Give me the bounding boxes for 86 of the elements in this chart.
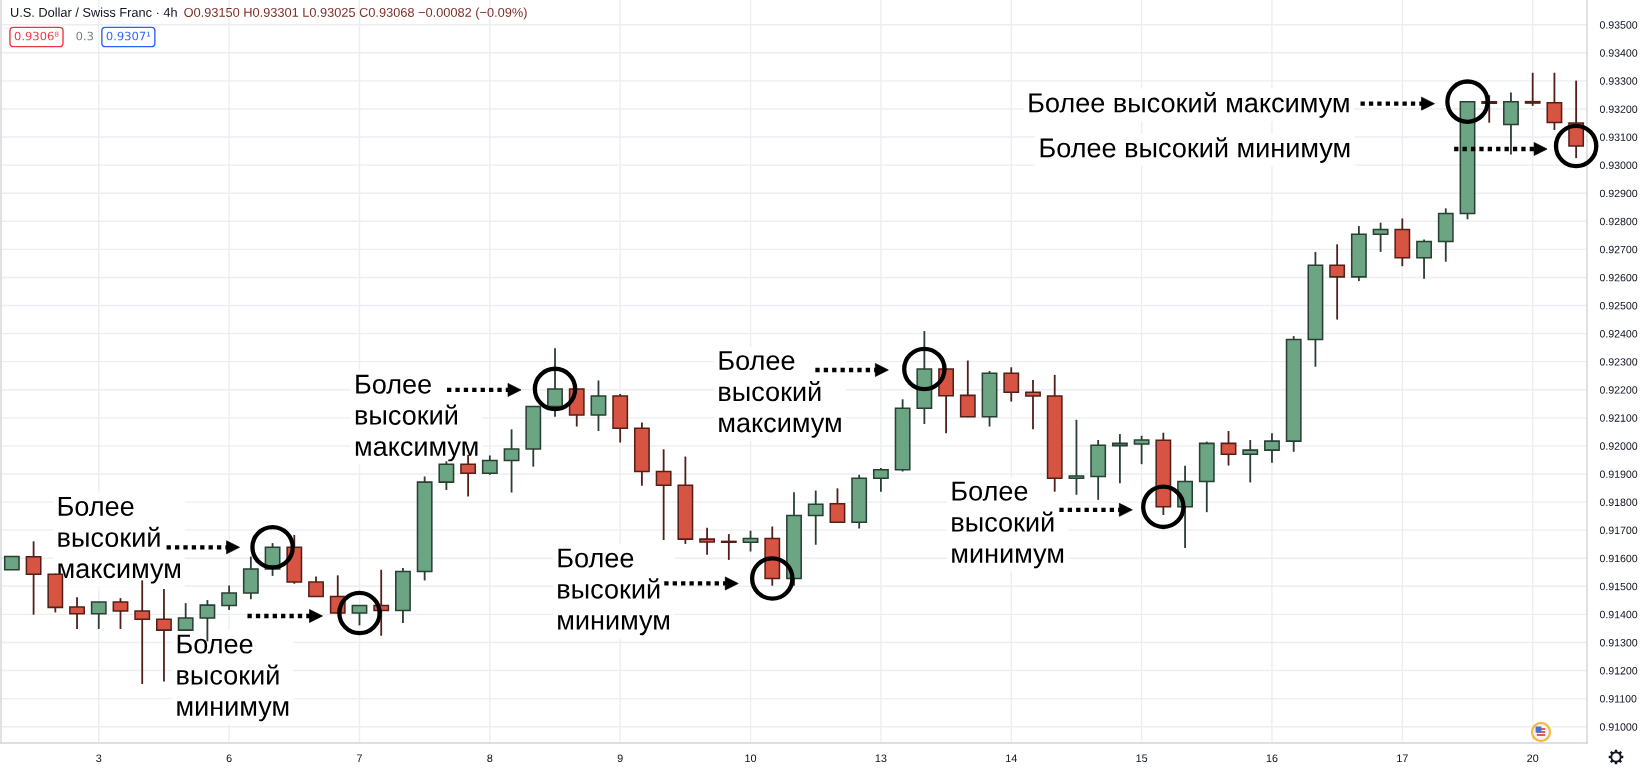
y-tick-label: 0.91200 bbox=[1599, 667, 1638, 675]
candlestick bbox=[438, 460, 455, 491]
candlestick bbox=[112, 597, 129, 630]
x-tick-label: 8 bbox=[487, 754, 493, 763]
candlestick bbox=[1416, 238, 1432, 280]
candlestick bbox=[1068, 418, 1085, 496]
y-tick-label: 0.92900 bbox=[1599, 189, 1638, 198]
annotation: Более высокий минимум bbox=[558, 548, 670, 636]
candlestick bbox=[699, 526, 716, 556]
x-tick-label: 15 bbox=[1136, 754, 1148, 763]
candlestick bbox=[221, 584, 238, 611]
y-tick-label: 0.91400 bbox=[1599, 610, 1638, 619]
candlestick bbox=[1264, 432, 1280, 464]
candlestick bbox=[1546, 71, 1563, 131]
y-tick-label: 0.91600 bbox=[1599, 554, 1638, 563]
candlestick bbox=[156, 588, 172, 683]
x-tick-label: 13 bbox=[875, 754, 887, 763]
x-tick-label: 7 bbox=[357, 754, 362, 762]
y-tick-label: 0.92400 bbox=[1599, 330, 1638, 338]
y-tick-label: 0.93300 bbox=[1599, 77, 1638, 85]
y-tick-label: 0.91100 bbox=[1599, 695, 1637, 703]
x-tick-label: 17 bbox=[1397, 754, 1408, 762]
x-tick-label: 10 bbox=[745, 754, 757, 763]
candlestick bbox=[1003, 366, 1020, 403]
candlestick bbox=[547, 347, 563, 418]
candlestick bbox=[1133, 434, 1150, 466]
y-tick-label: 0.92100 bbox=[1599, 414, 1638, 422]
candlestick bbox=[69, 596, 85, 630]
annotation: Более высокий минимум bbox=[177, 634, 289, 722]
annotation: Более высокий минимум bbox=[952, 481, 1064, 569]
x-tick-label: 3 bbox=[96, 754, 102, 763]
annotation: 0.9306⁸ bbox=[14, 31, 59, 41]
candlestick bbox=[503, 428, 520, 494]
y-tick-label: 0.92000 bbox=[1599, 442, 1638, 450]
annotation: Более высокий максимум bbox=[719, 351, 841, 438]
candlestick bbox=[351, 604, 368, 627]
y-tick-label: 0.93200 bbox=[1599, 105, 1638, 113]
text: O0.93150 H0.93301 L0.93025 C0.93068 −0.00082 (−0.09%) bbox=[184, 7, 527, 20]
chart-title: U.S. Dollar / Swiss Franc · 4h bbox=[10, 7, 177, 17]
x-tick-label: 14 bbox=[1006, 754, 1017, 762]
y-tick-label: 0.91500 bbox=[1599, 582, 1638, 591]
candlestick bbox=[1329, 243, 1346, 321]
x-tick-label: 9 bbox=[617, 754, 623, 763]
annotation: 0.9307¹ bbox=[106, 31, 151, 41]
annotation: 0.3 bbox=[76, 31, 94, 41]
candlestick bbox=[655, 448, 672, 541]
y-tick-label: 0.92200 bbox=[1599, 386, 1638, 394]
y-tick-label: 0.93100 bbox=[1599, 133, 1638, 141]
candlestick bbox=[481, 454, 498, 476]
y-tick-label: 0.93500 bbox=[1599, 21, 1638, 29]
y-tick-label: 0.92700 bbox=[1599, 245, 1638, 254]
candlestick bbox=[742, 529, 759, 553]
candlestick bbox=[590, 379, 607, 432]
annotation: Более высокий максимум bbox=[1029, 92, 1349, 118]
y-tick-label: 0.91700 bbox=[1599, 526, 1638, 535]
candlestick bbox=[1025, 379, 1041, 431]
y-tick-label: 0.92600 bbox=[1599, 273, 1638, 282]
candlestick bbox=[829, 487, 846, 524]
y-tick-label: 0.91900 bbox=[1599, 470, 1638, 478]
candlestick bbox=[1503, 91, 1519, 156]
y-tick-label: 0.91300 bbox=[1599, 638, 1638, 647]
annotation: Более высокий максимум bbox=[355, 374, 478, 462]
candlestick bbox=[25, 540, 42, 616]
y-tick-label: 0.92800 bbox=[1599, 217, 1638, 226]
candlestick bbox=[1372, 221, 1389, 253]
candlestick bbox=[959, 359, 976, 419]
x-tick-label: 16 bbox=[1266, 754, 1278, 763]
candlestick bbox=[177, 602, 194, 632]
candlestick bbox=[720, 533, 737, 561]
y-tick-label: 0.92300 bbox=[1599, 358, 1638, 366]
candlestick bbox=[1220, 430, 1237, 467]
candlestick bbox=[1524, 71, 1541, 107]
candlestick bbox=[90, 601, 107, 630]
y-tick-label: 0.91800 bbox=[1599, 498, 1638, 506]
x-tick-label: 6 bbox=[226, 754, 232, 763]
annotation: Более высокий максимум bbox=[58, 497, 180, 584]
annotation: Более высокий минимум bbox=[1040, 137, 1350, 163]
y-tick-label: 0.93000 bbox=[1599, 161, 1638, 170]
y-tick-label: 0.91000 bbox=[1599, 723, 1638, 731]
y-tick-label: 0.93400 bbox=[1599, 49, 1638, 57]
x-tick-label: 20 bbox=[1527, 754, 1539, 763]
candlestick bbox=[308, 575, 324, 598]
candlestick bbox=[1242, 439, 1259, 484]
candlestick bbox=[872, 467, 889, 493]
y-tick-label: 0.92500 bbox=[1599, 301, 1638, 310]
candlestick bbox=[807, 489, 824, 546]
